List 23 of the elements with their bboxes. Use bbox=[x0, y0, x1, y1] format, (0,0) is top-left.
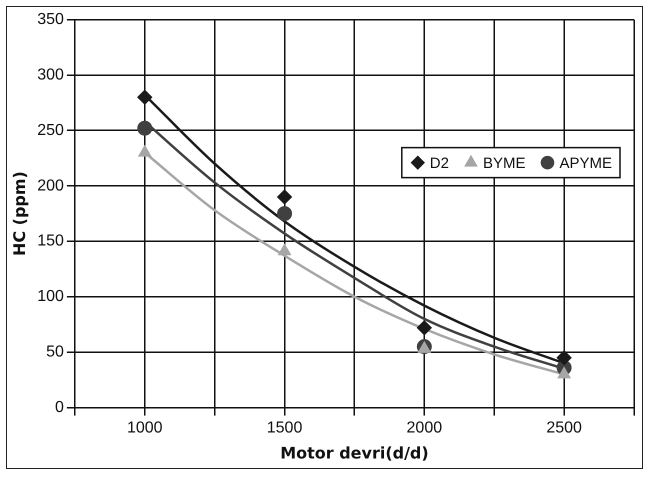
y-tick-label: 200 bbox=[37, 177, 64, 194]
x-tick-label: 1000 bbox=[126, 420, 163, 437]
y-tick-label: 50 bbox=[46, 344, 64, 361]
point bbox=[416, 320, 432, 336]
point bbox=[556, 350, 572, 366]
x-tick-label: 1500 bbox=[266, 420, 302, 437]
legend-label: D2 bbox=[430, 154, 449, 172]
y-tick-label: 350 bbox=[37, 11, 64, 28]
legend-label: BYME bbox=[482, 154, 526, 172]
y-tick-label: 300 bbox=[37, 66, 64, 84]
y-axis-title: HC (ppm) bbox=[10, 171, 29, 256]
y-tick-label: 150 bbox=[37, 232, 64, 250]
point bbox=[137, 90, 152, 105]
point bbox=[277, 189, 292, 204]
point bbox=[137, 120, 152, 136]
point bbox=[277, 206, 292, 222]
y-tick-label: 0 bbox=[54, 399, 64, 416]
x-tick-label: 2000 bbox=[406, 420, 442, 437]
x-tick-label: 2500 bbox=[546, 420, 582, 437]
y-tick-label: 100 bbox=[37, 288, 64, 306]
legend-label: APYME bbox=[559, 154, 612, 172]
y-tick-label: 250 bbox=[37, 122, 64, 139]
x-axis-title: Motor devri(d/d) bbox=[280, 444, 429, 463]
